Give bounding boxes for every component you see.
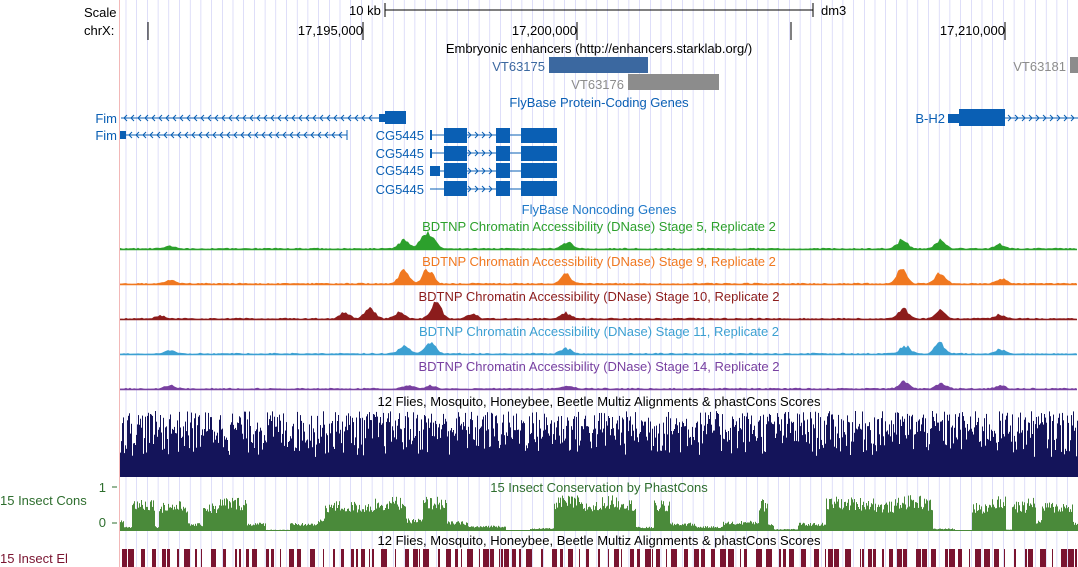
gene-label[interactable]: Fim [95,111,117,126]
multiz-conservation-track[interactable] [120,411,1078,477]
gene-model[interactable] [121,111,406,124]
dnase-signal-track[interactable] [120,230,1077,251]
gene-model[interactable] [430,146,557,161]
dnase-track-title: BDTNP Chromatin Accessibility (DNase) St… [418,359,779,374]
scale-bar-label: 10 kb [349,3,381,18]
elements-track-title: 12 Flies, Mosquito, Honeybee, Beetle Mul… [378,533,821,548]
dnase-signal-track[interactable] [120,301,1077,321]
gene-label[interactable]: CG5445 [376,146,424,161]
gene-model[interactable] [430,163,557,178]
multiz-track-title: 12 Flies, Mosquito, Honeybee, Beetle Mul… [378,394,821,409]
enhancer-feature[interactable] [1070,57,1078,73]
enhancer-feature[interactable] [549,57,648,73]
gene-label[interactable]: CG5445 [376,182,424,197]
noncoding-track-title: FlyBase Noncoding Genes [522,202,677,217]
dnase-track-title: BDTNP Chromatin Accessibility (DNase) St… [418,289,779,304]
ruler-tick-label: 17,200,000 [512,23,577,38]
dnase-signal-track[interactable] [120,341,1077,356]
scale-label: Scale [84,5,117,20]
dnase-signal-track[interactable] [120,268,1077,286]
gene-label[interactable]: B-H2 [915,111,945,126]
assembly-label: dm3 [821,3,846,18]
enhancer-label: VT63175 [492,59,545,74]
gene-model[interactable] [430,128,557,143]
dnase-track-title: BDTNP Chromatin Accessibility (DNase) St… [422,219,776,234]
phastcons-y-min: 0 [99,515,106,530]
gene-model[interactable] [120,130,348,140]
phastcons-track-title: 15 Insect Conservation by PhastCons [490,480,708,495]
elements-side-label[interactable]: 15 Insect El [0,551,68,566]
chrom-label: chrX: [84,23,114,38]
phastcons-bars[interactable] [120,495,1078,531]
ruler-tick-label: 17,195,000 [298,23,363,38]
scale-bar [384,3,814,17]
protein-coding-track-title: FlyBase Protein-Coding Genes [509,95,689,110]
gene-model[interactable] [430,181,557,196]
gene-label[interactable]: CG5445 [376,128,424,143]
gene-model[interactable] [948,109,1078,126]
dnase-signal-track[interactable] [120,380,1077,391]
dnase-track-title: BDTNP Chromatin Accessibility (DNase) St… [422,254,776,269]
ruler-tick-label: 17,210,000 [940,23,1005,38]
enhancer-label: VT63181 [1013,59,1066,74]
gene-label[interactable]: CG5445 [376,163,424,178]
dnase-track-title: BDTNP Chromatin Accessibility (DNase) St… [419,324,779,339]
phastcons-y-max: 1 [99,480,106,495]
protein-coding-genes: Fim Fim CG5445 CG5445 [95,109,1078,197]
base-ruler[interactable]: 17,195,000 17,200,000 17,210,000 [147,22,1006,40]
conserved-elements-track[interactable] [122,549,1077,567]
enhancers-track-title: Embryonic enhancers (http://enhancers.st… [446,41,752,56]
phastcons-side-label[interactable]: 15 Insect Cons [0,493,87,508]
enhancer-feature[interactable] [628,74,719,90]
enhancer-label: VT63176 [571,77,624,92]
gene-label[interactable]: Fim [95,128,117,143]
